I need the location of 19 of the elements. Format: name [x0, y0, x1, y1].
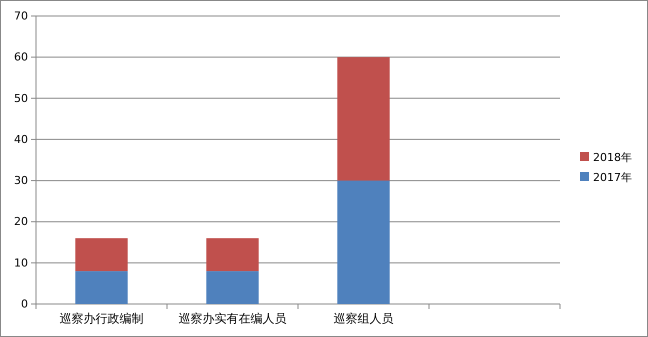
legend-label: 2018年 — [593, 151, 632, 164]
y-tick-label: 40 — [14, 132, 28, 146]
y-tick-label: 10 — [14, 256, 28, 270]
bar — [206, 238, 259, 272]
y-tick-label: 70 — [14, 10, 28, 23]
bar — [206, 271, 259, 304]
bar — [337, 57, 390, 181]
bar — [337, 180, 390, 304]
y-tick-label: 30 — [14, 174, 28, 188]
bar — [75, 238, 128, 272]
x-tick-label: 巡察办行政编制 — [60, 312, 144, 326]
x-tick-label: 巡察办实有在编人员 — [178, 312, 286, 326]
y-tick-label: 60 — [14, 50, 28, 64]
y-tick-label: 50 — [14, 92, 28, 105]
x-tick-label: 巡察组人员 — [334, 312, 394, 326]
y-tick-label: 20 — [14, 215, 28, 228]
legend-label: 2017年 — [593, 171, 632, 184]
bar — [75, 271, 128, 304]
y-tick-label: 0 — [21, 298, 28, 311]
